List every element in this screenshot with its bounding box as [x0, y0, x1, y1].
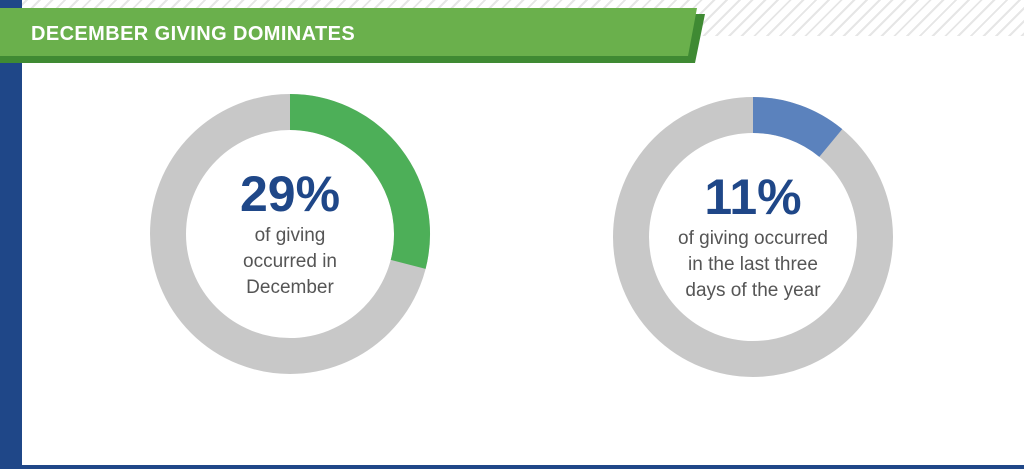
donut-last-days-value: 11%	[704, 169, 802, 225]
donut-december-label: 29% of giving occurred in December	[190, 134, 390, 334]
donut-december-caption-line: of giving	[254, 225, 326, 246]
bottom-rule	[0, 465, 1024, 469]
donut-chart-december: 29% of giving occurred in December	[145, 89, 435, 379]
donut-last-days-caption-line: in the last three	[688, 254, 818, 275]
donut-december-slice	[289, 94, 430, 269]
donut-december-value: 29%	[239, 166, 341, 222]
donut-last-days-label: 11% of giving occurred in the last three…	[653, 137, 853, 337]
donut-last-days-caption-line: days of the year	[685, 280, 821, 301]
donut-chart-last-three-days: 11% of giving occurred in the last three…	[608, 92, 898, 382]
title-banner	[0, 8, 705, 63]
donut-last-days-caption-line: of giving occurred	[678, 228, 828, 249]
left-accent-bar	[0, 0, 22, 469]
title-banner-face	[0, 8, 697, 56]
donut-december-caption-line: December	[246, 277, 334, 298]
page-title: DECEMBER GIVING DOMINATES	[31, 23, 356, 45]
donut-december-svg	[150, 94, 430, 374]
donut-last-days-svg	[613, 97, 893, 377]
donut-december-caption-line: occurred in	[243, 251, 337, 272]
donut-last-days-slice	[752, 97, 843, 158]
